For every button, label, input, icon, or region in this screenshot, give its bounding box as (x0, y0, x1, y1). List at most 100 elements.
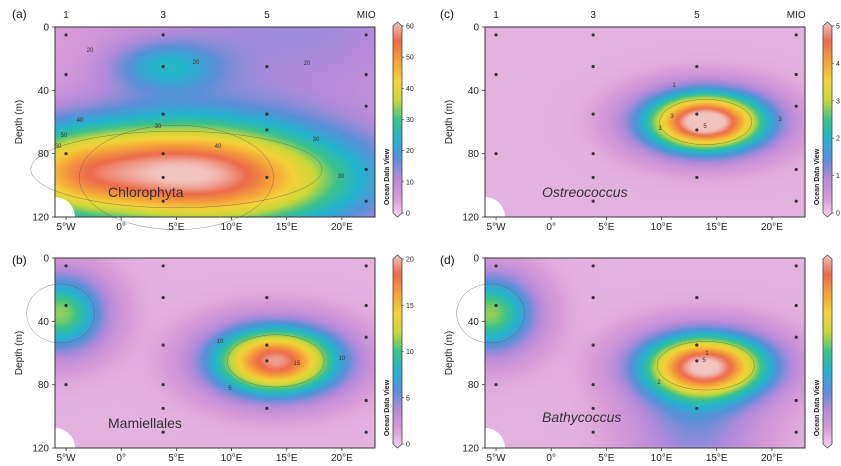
ocean-data-view-label: Ocean Data View (814, 379, 821, 436)
sample-point (364, 430, 368, 434)
plot-frame (54, 257, 376, 449)
sample-point (695, 64, 699, 69)
taxon-title: Bathycoccus (542, 409, 621, 425)
x-tick-label: 0° (116, 222, 126, 233)
station-label: 1 (493, 10, 499, 21)
y-tick-label: 40 (38, 317, 50, 328)
sample-point (695, 295, 699, 300)
sample-point (161, 406, 165, 411)
panel-label: (b) (12, 253, 27, 267)
y-tick-label: 80 (38, 380, 50, 391)
sample-point (695, 406, 699, 411)
panel-label: (c) (440, 7, 454, 21)
sample-point (161, 175, 165, 180)
y-axis-title: Depth (m) (444, 331, 455, 375)
sample-point (794, 335, 798, 339)
sample-point (695, 128, 699, 132)
sample-point (591, 383, 595, 387)
sample-point (265, 343, 269, 347)
station-label: 5 (694, 10, 700, 21)
sample-point (161, 383, 165, 387)
contour-label: 1 (705, 351, 709, 357)
station-label: 3 (160, 10, 166, 21)
y-tick-label: 40 (468, 86, 480, 97)
station-label: 1 (63, 10, 69, 21)
sample-point (364, 199, 368, 203)
contour-label: 40 (77, 118, 84, 124)
sample-point (161, 33, 165, 37)
x-tick-label: 5°E (598, 453, 615, 464)
contour-line (79, 124, 274, 230)
sample-point (364, 72, 368, 77)
colorbar-tick-label: 1 (836, 173, 840, 180)
sample-point (591, 199, 595, 203)
station-label: 5 (264, 10, 270, 21)
sample-point (794, 33, 798, 37)
x-tick-label: 0° (546, 222, 556, 233)
x-tick-label: 15°E (276, 222, 298, 233)
y-tick-label: 40 (468, 317, 480, 328)
sample-point (161, 199, 165, 203)
contour-label: 1 (658, 126, 662, 132)
heatmap-field-d (485, 258, 805, 448)
panel-label: (a) (12, 7, 27, 21)
x-tick-label: 10°E (651, 453, 673, 464)
y-tick-label: 120 (462, 444, 479, 455)
colorbar: 0 5 10 15 20 (392, 254, 414, 449)
contour-label: 50 (61, 133, 68, 139)
contour-label: 60 (55, 144, 62, 150)
sample-point (794, 398, 798, 403)
x-tick-label: 0° (546, 453, 556, 464)
sample-point (265, 295, 269, 300)
no-data-region (485, 197, 505, 217)
sample-point (794, 167, 798, 172)
panel-d: 1 2 5 5°W 0° 5°E 10°E 15°E 20°E 0 40 80 120 Depth (m)… (440, 253, 833, 464)
sample-point (695, 175, 699, 180)
colorbar-tick-label: 15 (406, 303, 414, 310)
colorbar-tick-label: 0 (406, 211, 410, 218)
sample-point (591, 430, 595, 434)
sample-point (161, 343, 165, 347)
x-tick-label: 10°E (651, 222, 673, 233)
sample-point (265, 175, 269, 180)
x-tick-label: 5°W (57, 453, 77, 464)
y-tick-label: 120 (32, 213, 49, 224)
colorbar-tick-label: 2 (836, 136, 840, 143)
colorbar-tick-label: 5 (406, 395, 410, 402)
sample-point (161, 112, 165, 116)
sample-point (364, 303, 368, 308)
contour-label: 20 (193, 60, 200, 66)
contour-label: 30 (155, 124, 162, 130)
colorbar-tick-label: 20 (406, 148, 414, 155)
taxon-title: Ostreococcus (542, 184, 628, 200)
colorbar-tick-label: 5 (836, 24, 840, 31)
sample-point (265, 359, 269, 363)
heatmap-field-c (485, 27, 805, 217)
colorbar-tick-label: 50 (406, 55, 414, 62)
sample-point (591, 343, 595, 347)
station-label: MIO (357, 10, 376, 21)
x-tick-label: 15°E (706, 453, 728, 464)
heatmap-field-a (55, 27, 375, 217)
colorbar: 0 1 2 3 4 5 (822, 21, 840, 218)
colorbar-tick-label: 30 (406, 117, 414, 124)
no-data-region (55, 197, 75, 217)
x-tick-label: 5°E (168, 453, 185, 464)
contour-label: 15 (294, 361, 301, 367)
colorbar-bar (822, 254, 833, 449)
x-tick-label: 5°W (57, 222, 77, 233)
x-tick-label: 0° (116, 453, 126, 464)
colorbar-bar (392, 254, 403, 449)
sample-point (364, 167, 368, 172)
plot-frame (54, 26, 376, 218)
contour-line (26, 283, 95, 344)
sample-point (265, 406, 269, 411)
y-tick-label: 120 (462, 213, 479, 224)
sample-point (364, 398, 368, 403)
sample-point (161, 152, 165, 156)
colorbar-tick-label: 40 (406, 86, 414, 93)
sample-point (64, 264, 68, 268)
sample-point (161, 430, 165, 434)
sample-point (794, 430, 798, 434)
